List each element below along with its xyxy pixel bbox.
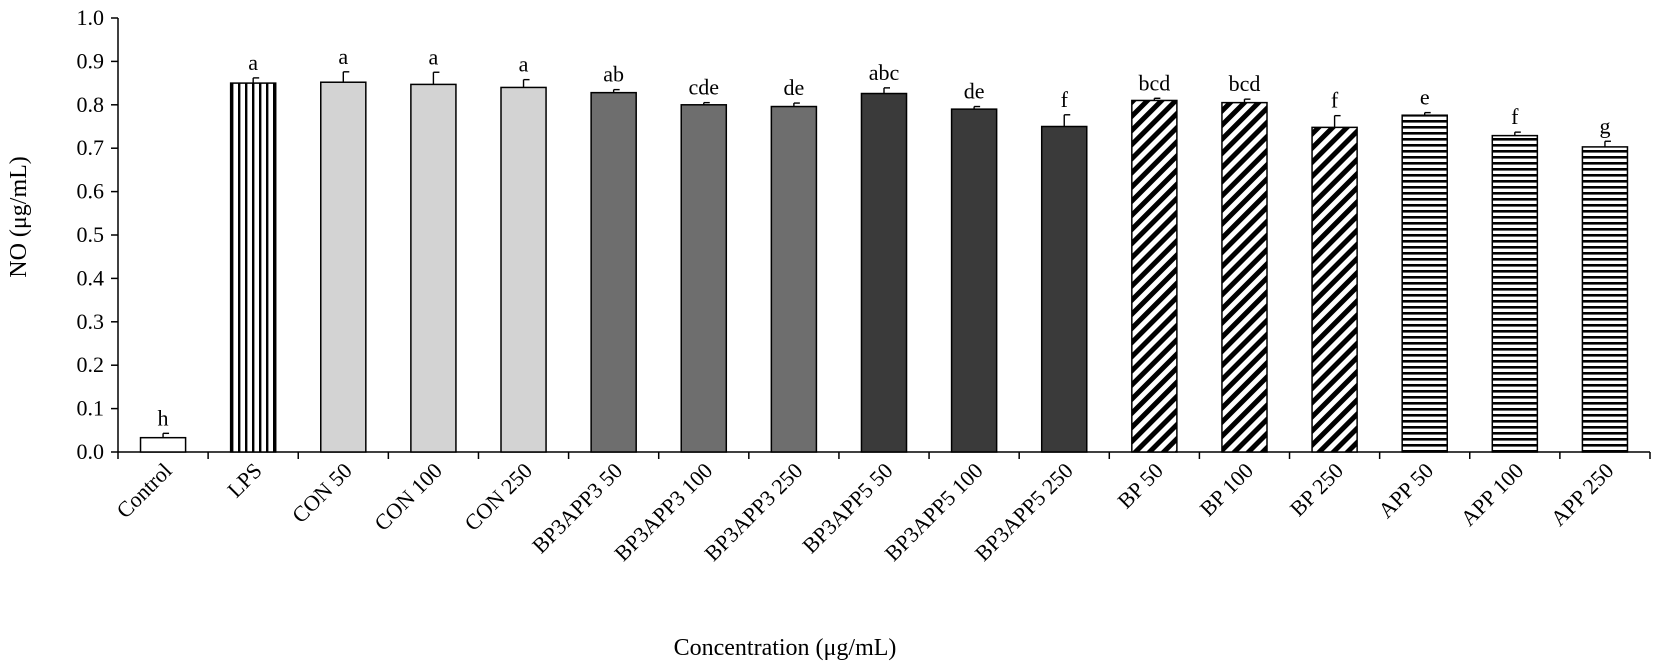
bar: [1401, 114, 1448, 453]
x-tick-label: BP 100: [1195, 458, 1258, 521]
y-tick-label: 0.9: [77, 48, 105, 73]
significance-label: f: [1331, 88, 1339, 113]
x-tick-label: BP 50: [1112, 458, 1168, 514]
y-axis-title: NO (μg/mL): [6, 156, 32, 278]
significance-label: h: [158, 405, 169, 430]
y-tick-label: 0.2: [77, 352, 105, 377]
y-tick-label: 1.0: [77, 5, 105, 30]
bar: [680, 104, 728, 453]
significance-label: de: [783, 75, 804, 100]
bar: [1311, 126, 1358, 453]
significance-label: cde: [688, 75, 719, 100]
significance-label: ab: [603, 62, 624, 87]
significance-label: abc: [869, 60, 900, 85]
x-tick-label: APP 250: [1546, 458, 1619, 531]
x-tick-label: BP 250: [1285, 458, 1348, 521]
y-tick-label: 0.0: [77, 439, 105, 464]
significance-label: de: [964, 79, 985, 104]
significance-label: f: [1061, 87, 1069, 112]
y-tick-label: 0.4: [77, 265, 105, 290]
y-tick-label: 0.8: [77, 92, 105, 117]
significance-label: g: [1599, 113, 1610, 138]
bars: [139, 81, 1629, 453]
y-tick-label: 0.7: [77, 135, 105, 160]
error-bars: [162, 71, 1611, 438]
bar: [1131, 99, 1178, 453]
x-tick-label: CON 100: [369, 458, 447, 536]
bar: [1581, 146, 1629, 453]
significance-label: a: [248, 50, 258, 75]
x-tick-label: APP 50: [1373, 458, 1438, 523]
x-tick-label: CON 50: [287, 458, 357, 528]
bar: [860, 92, 908, 453]
y-tick-label: 0.5: [77, 222, 105, 247]
bar: [500, 86, 547, 453]
x-axis-title: Concentration (μg/mL): [674, 635, 897, 661]
x-tick-label: Control: [111, 458, 176, 523]
significance-label: bcd: [1138, 70, 1170, 95]
significance-label: f: [1511, 104, 1519, 129]
x-tick-label: CON 250: [459, 458, 537, 536]
bar: [590, 91, 637, 453]
x-tick-label: BP3APP5 50: [797, 458, 897, 558]
bar: [950, 108, 998, 453]
x-tick-label: APP 100: [1455, 458, 1528, 531]
y-tick-label: 0.1: [77, 396, 105, 421]
y-tick-label: 0.6: [77, 179, 105, 204]
bar: [770, 105, 818, 453]
y-axis: 0.0 0.1 0.2 0.3 0.4 0.5 0.6 0.7 0.8 0.9 1.0: [77, 5, 119, 464]
bar: [1040, 125, 1088, 453]
y-tick-label: 0.3: [77, 309, 105, 334]
significance-label: a: [519, 52, 529, 77]
bar: [1221, 101, 1268, 453]
significance-label: a: [429, 44, 439, 69]
bar: [410, 83, 457, 453]
significance-label: bcd: [1229, 71, 1261, 96]
bar: [1491, 134, 1539, 453]
significance-label: a: [338, 44, 348, 69]
bar: [320, 81, 367, 453]
bar: [139, 436, 187, 453]
significance-label: e: [1420, 85, 1430, 110]
x-tick-label: BP3APP3 50: [527, 458, 627, 558]
bar: [229, 82, 277, 453]
x-tick-label: LPS: [222, 458, 266, 502]
